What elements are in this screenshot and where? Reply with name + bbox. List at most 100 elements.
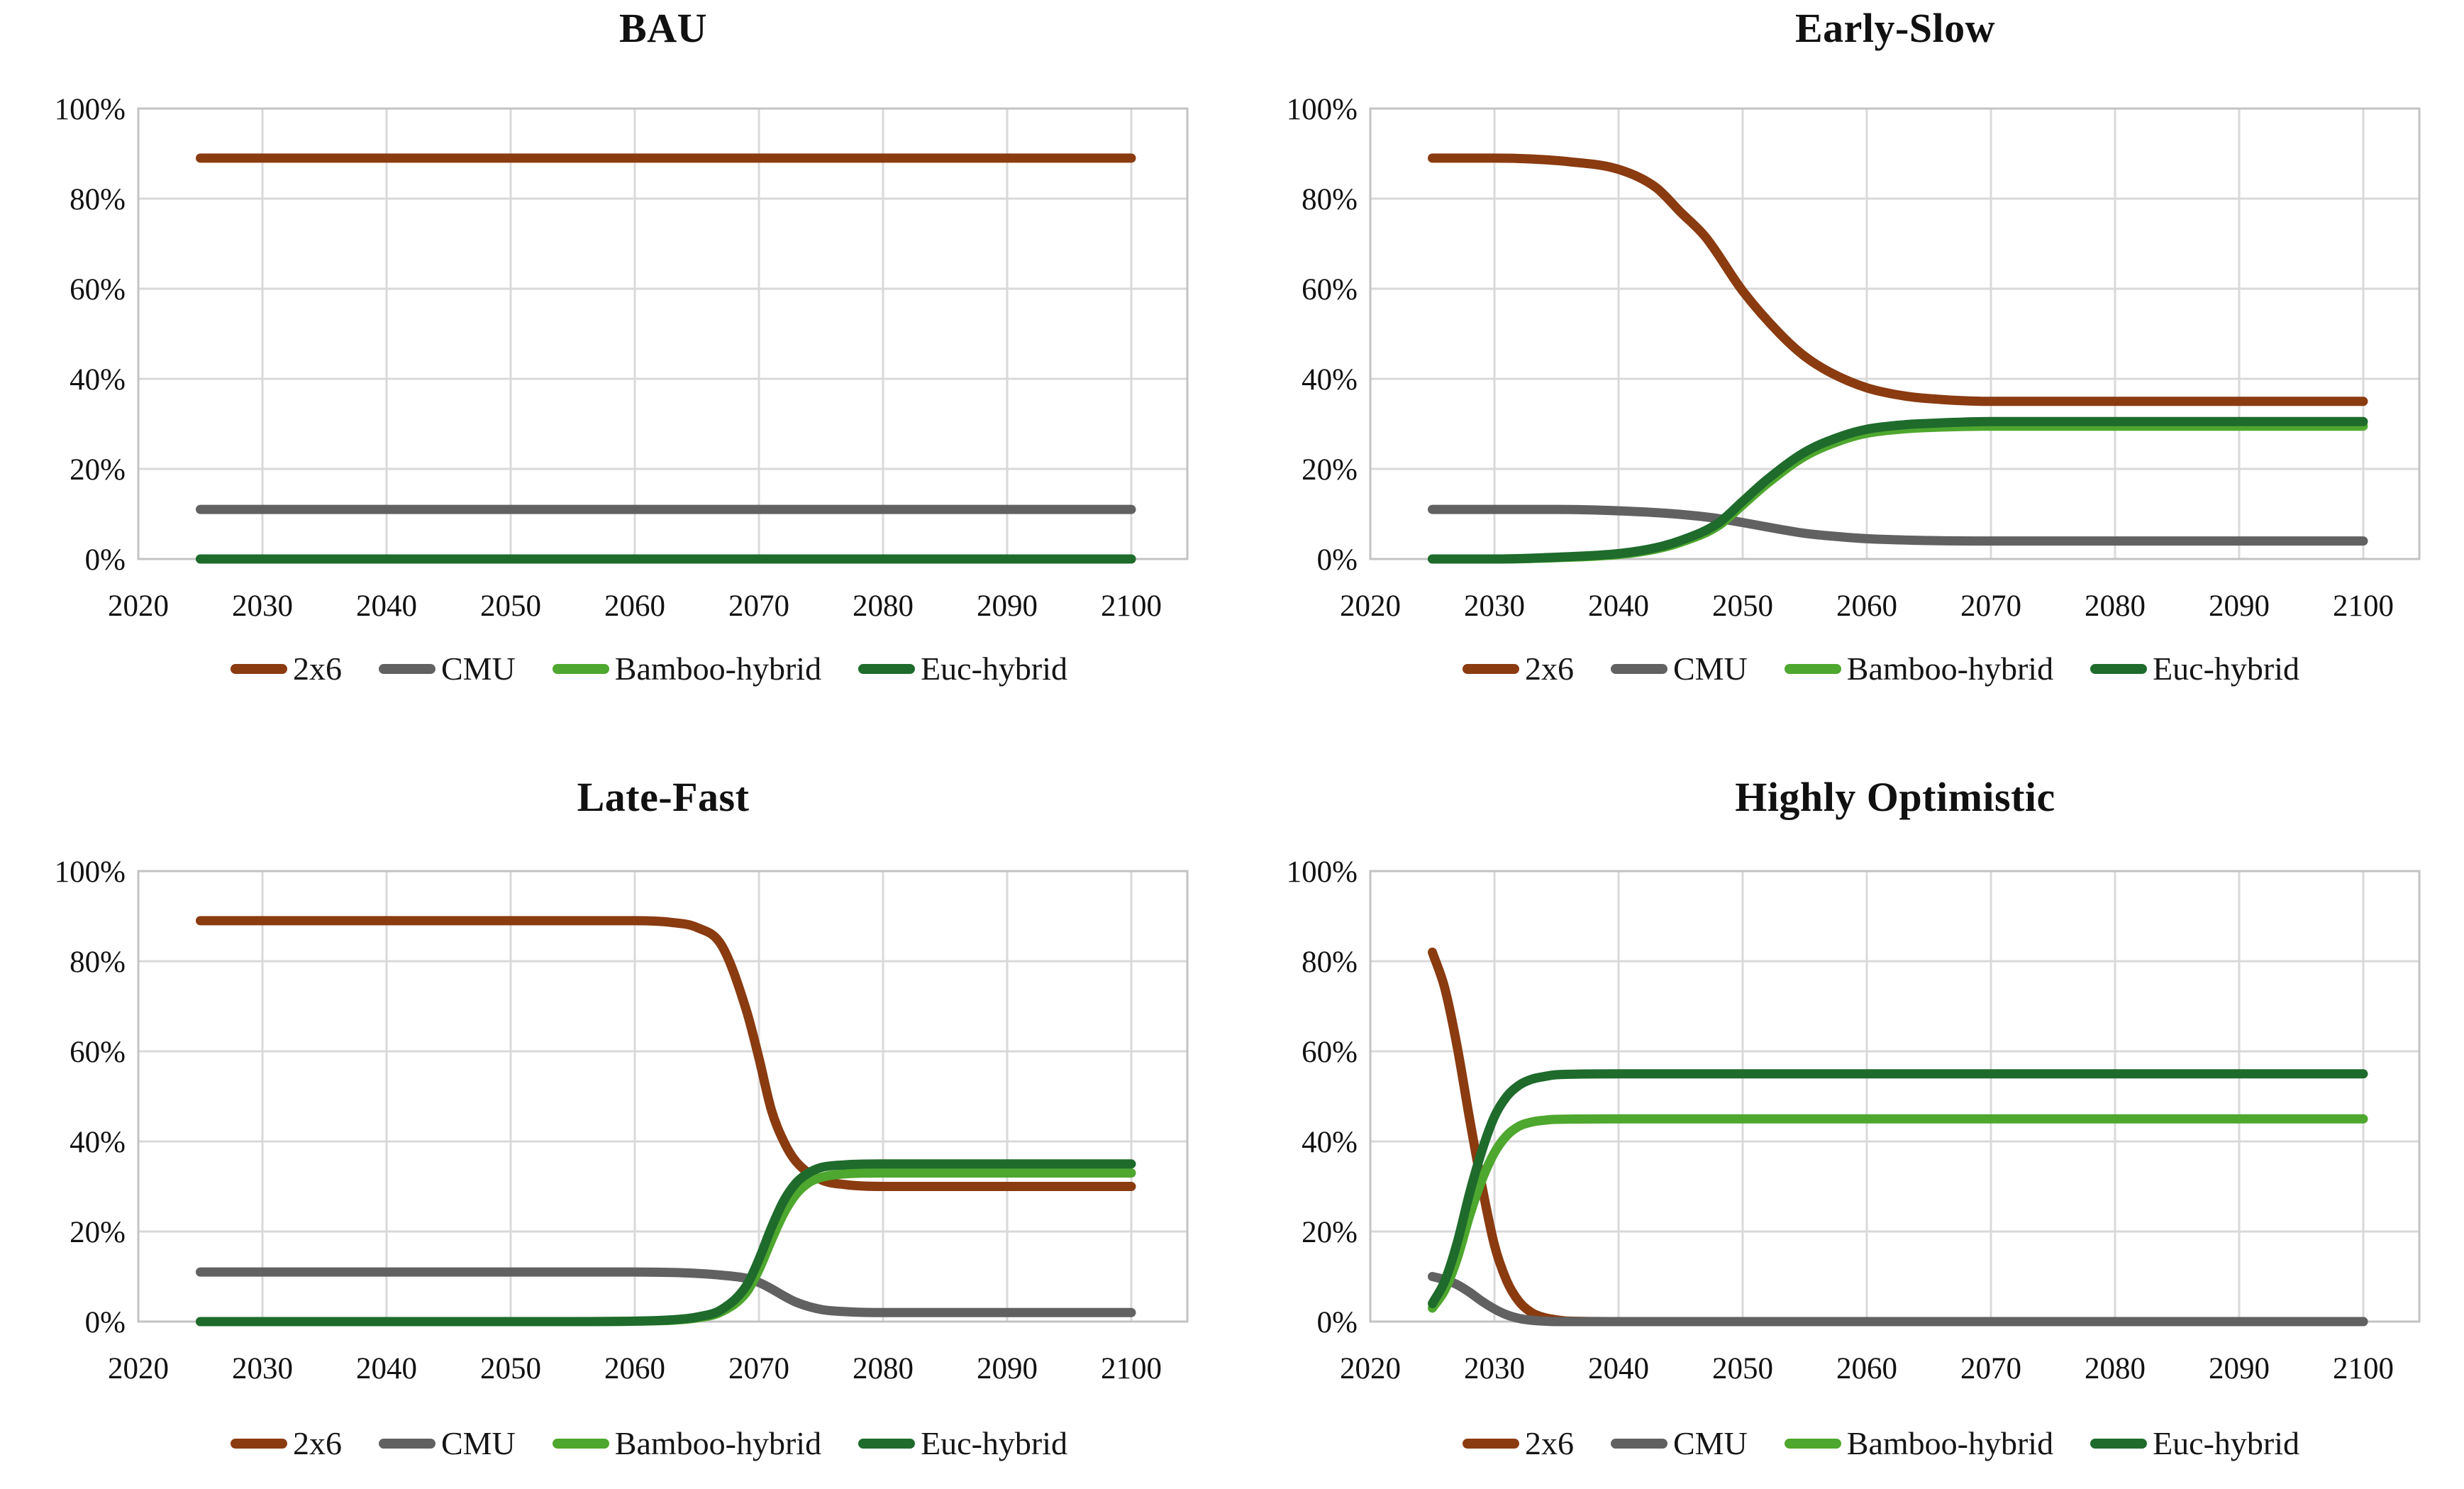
- legend-item-cmu: CMU: [378, 651, 516, 687]
- y-tick-label-0: 0%: [1317, 1306, 1358, 1339]
- legend-item-2x6: 2x6: [230, 651, 342, 687]
- legend-swatch-icon: [1610, 1439, 1667, 1449]
- x-tick-label-2020: 2020: [1340, 1352, 1401, 1385]
- legend-label: CMU: [1672, 1425, 1748, 1461]
- legend-label: CMU: [440, 651, 516, 687]
- x-axis-tick-labels: 2020 2030 2040 2050 2060 2070 2080 2090 2100: [108, 589, 1162, 623]
- y-tick-label-40: 40%: [1302, 363, 1358, 397]
- gridlines: [137, 870, 1187, 1323]
- chart-title-highly-optimistic: Highly Optimistic: [1735, 774, 2055, 820]
- y-tick-label-0: 0%: [1317, 543, 1358, 577]
- x-tick-label-2090: 2090: [2209, 1352, 2270, 1385]
- series-line-2x6: [196, 916, 1136, 1191]
- y-tick-label-20: 20%: [1302, 1216, 1358, 1249]
- legend-swatch-icon: [2090, 664, 2148, 674]
- legend-swatch-icon: [230, 664, 287, 674]
- legend-label: 2x6: [292, 651, 342, 687]
- legend-label: 2x6: [292, 1425, 342, 1461]
- legend-swatch-icon: [552, 664, 609, 674]
- legend-item-euc-hybrid: Euc-hybrid: [858, 1427, 1067, 1460]
- y-tick-label-80: 80%: [70, 946, 126, 979]
- legend-item-euc-hybrid: Euc-hybrid: [2090, 653, 2299, 685]
- x-tick-label-2030: 2030: [1464, 589, 1525, 623]
- x-tick-label-2020: 2020: [108, 589, 169, 623]
- chart-legend-highly-optimistic: 2x6 CMU Bamboo-hybrid Euc-hybrid: [1356, 1427, 2406, 1460]
- chart-plot-highly-optimistic: 0%20%40%60%80%100%2020 2030 2040 2050 2060 20…: [1287, 856, 2421, 1385]
- y-tick-label-60: 60%: [70, 1036, 126, 1069]
- y-tick-label-40: 40%: [70, 1126, 126, 1159]
- legend-item-bamboo-hybrid: Bamboo-hybrid: [1784, 653, 2053, 685]
- legend-item-cmu: CMU: [1610, 653, 1748, 685]
- y-axis-tick-labels: 0% 20% 40% 60% 80% 100%: [55, 93, 126, 577]
- legend-label: CMU: [440, 1425, 516, 1461]
- legend-label: Bamboo-hybrid: [614, 1425, 822, 1461]
- x-tick-label-2090: 2090: [977, 1352, 1038, 1385]
- chart-panel-late-fast: Late-Fast 0% 20% 40% 60% 80% 100% 2020 2030 2040…: [0, 745, 1232, 1489]
- legend-swatch-icon: [230, 1439, 287, 1449]
- legend-label: 2x6: [1524, 651, 1574, 687]
- series-line-bamboo-hybrid: [196, 1168, 1136, 1327]
- chart-plot-late-fast: 0%20%40%60%80%100%2020 2030 2040 2050 2060 20…: [55, 856, 1189, 1385]
- chart-title-bau: BAU: [619, 5, 707, 51]
- chart-panel-highly-optimistic: Highly Optimistic 0% 20% 40% 60% 80% 100% 2020…: [1232, 745, 2464, 1489]
- chart-title-late-fast: Late-Fast: [577, 774, 750, 820]
- plot-border: [137, 870, 1189, 1323]
- series-line-2x6: [1428, 153, 2368, 406]
- y-tick-label-60: 60%: [70, 273, 126, 306]
- chart-legend-late-fast: 2x6 CMU Bamboo-hybrid Euc-hybrid: [124, 1427, 1174, 1460]
- x-tick-label-2050: 2050: [1712, 589, 1773, 623]
- legend-item-2x6: 2x6: [230, 1425, 342, 1461]
- legend-item-cmu: CMU: [1610, 1425, 1748, 1461]
- y-tick-label-20: 20%: [70, 1216, 126, 1249]
- legend-swatch-icon: [378, 1439, 435, 1449]
- y-tick-label-80: 80%: [1302, 183, 1358, 216]
- x-tick-label-2060: 2060: [1836, 1352, 1897, 1385]
- legend-label: Euc-hybrid: [921, 1425, 1068, 1461]
- legend-item-bamboo-hybrid: Bamboo-hybrid: [552, 653, 821, 685]
- x-tick-label-2100: 2100: [2333, 589, 2394, 623]
- series-line-2x6: [1428, 947, 2368, 1327]
- legend-swatch-icon: [1784, 1439, 1841, 1449]
- x-tick-label-2040: 2040: [1588, 589, 1649, 623]
- x-tick-label-2080: 2080: [2085, 1352, 2146, 1385]
- x-tick-label-2040: 2040: [356, 1352, 417, 1385]
- y-tick-label-100: 100%: [1287, 856, 1358, 889]
- chart-panel-bau: BAU 0% 20% 40% 60% 80% 100% 2020 2030 2040 2050 20…: [0, 0, 1232, 744]
- legend-swatch-icon: [1784, 664, 1841, 674]
- x-tick-label-2040: 2040: [356, 589, 417, 623]
- gridlines: [137, 107, 1187, 560]
- x-tick-label-2100: 2100: [2333, 1352, 2394, 1385]
- series-line-cmu: [1428, 504, 2368, 546]
- legend-item-2x6: 2x6: [1462, 651, 1574, 687]
- x-tick-label-2050: 2050: [480, 589, 541, 623]
- legend-swatch-icon: [1462, 664, 1519, 674]
- x-tick-label-2100: 2100: [1101, 589, 1162, 623]
- x-tick-label-2050: 2050: [1712, 1352, 1773, 1385]
- y-axis-tick-labels: 0% 20% 40% 60% 80% 100%: [1287, 856, 1358, 1339]
- legend-swatch-icon: [378, 664, 435, 674]
- legend-item-euc-hybrid: Euc-hybrid: [858, 653, 1067, 685]
- y-tick-label-40: 40%: [1302, 1126, 1358, 1159]
- legend-label: Euc-hybrid: [2153, 1425, 2300, 1461]
- chart-title-early-slow: Early-Slow: [1794, 5, 1996, 51]
- legend-label: 2x6: [1524, 1425, 1574, 1461]
- x-tick-label-2040: 2040: [1588, 1352, 1649, 1385]
- legend-item-euc-hybrid: Euc-hybrid: [2090, 1427, 2299, 1460]
- y-axis-tick-labels: 0% 20% 40% 60% 80% 100%: [55, 856, 126, 1339]
- legend-swatch-icon: [552, 1439, 609, 1449]
- y-tick-label-60: 60%: [1302, 1036, 1358, 1069]
- chart-legend-early-slow: 2x6 CMU Bamboo-hybrid Euc-hybrid: [1356, 653, 2406, 685]
- y-tick-label-80: 80%: [70, 183, 126, 216]
- y-tick-label-20: 20%: [70, 453, 126, 487]
- x-tick-label-2070: 2070: [728, 589, 789, 623]
- legend-item-bamboo-hybrid: Bamboo-hybrid: [552, 1425, 822, 1461]
- x-axis-tick-labels: 2020 2030 2040 2050 2060 2070 2080 2090 2100: [1340, 589, 2394, 623]
- series-line-cmu: [1428, 1272, 2368, 1327]
- x-tick-label-2100: 2100: [1101, 1352, 1162, 1385]
- x-axis-tick-labels: 2020 2030 2040 2050 2060 2070 2080 2090 2100: [108, 1352, 1162, 1385]
- x-tick-label-2030: 2030: [232, 589, 293, 623]
- x-tick-label-2030: 2030: [1464, 1352, 1525, 1385]
- legend-label: Euc-hybrid: [2153, 651, 2300, 687]
- series-line-cmu: [196, 1267, 1136, 1317]
